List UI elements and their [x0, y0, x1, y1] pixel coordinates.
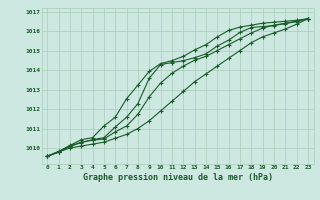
X-axis label: Graphe pression niveau de la mer (hPa): Graphe pression niveau de la mer (hPa): [83, 173, 273, 182]
